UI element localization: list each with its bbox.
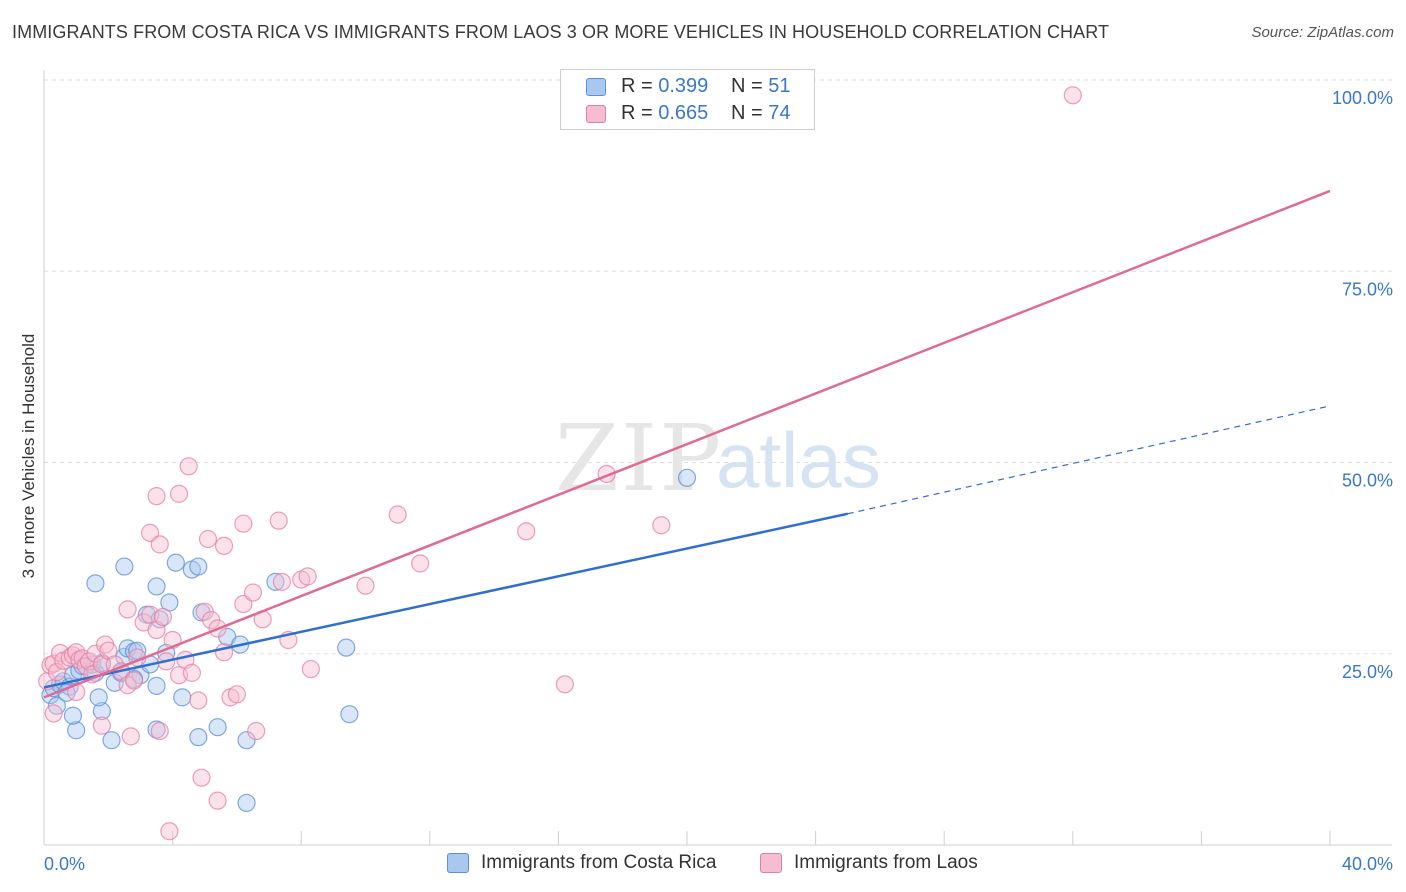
data-point-costa-rica bbox=[67, 721, 86, 740]
data-point-laos bbox=[356, 576, 375, 595]
data-point-laos bbox=[121, 727, 140, 746]
data-point-laos bbox=[208, 791, 227, 810]
data-point-costa-rica bbox=[115, 557, 134, 576]
correlation-legend: R = 0.399 N = 51 R = 0.665 N = 74 bbox=[560, 69, 815, 130]
y-tick-label: 75.0% bbox=[1342, 279, 1393, 299]
data-point-laos bbox=[192, 768, 211, 787]
data-point-laos bbox=[243, 583, 263, 602]
data-point-laos bbox=[44, 704, 63, 723]
data-point-laos bbox=[160, 822, 179, 841]
legend-n-label: N = bbox=[731, 102, 769, 124]
axes bbox=[43, 70, 1392, 846]
y-tick-label: 25.0% bbox=[1342, 662, 1393, 682]
data-point-laos bbox=[179, 457, 198, 476]
data-point-costa-rica bbox=[166, 553, 185, 572]
y-tick-label: 50.0% bbox=[1342, 471, 1393, 491]
trend-line-costa-rica-extrapolated bbox=[847, 405, 1331, 515]
x-tick-label-min: 0.0% bbox=[44, 854, 85, 874]
legend-n-value: 51 bbox=[768, 75, 791, 97]
data-point-costa-rica bbox=[92, 702, 111, 721]
watermark-atlas: atlas bbox=[716, 416, 881, 504]
watermark: ZIP atlas bbox=[555, 405, 881, 512]
data-point-costa-rica bbox=[147, 577, 166, 596]
trend-lines bbox=[43, 189, 1331, 699]
legend-swatch-pink bbox=[760, 853, 782, 873]
legend-label-laos: Immigrants from Laos bbox=[794, 852, 978, 873]
data-point-laos bbox=[118, 600, 137, 619]
data-point-laos bbox=[301, 659, 320, 679]
data-point-laos bbox=[214, 536, 234, 555]
data-point-costa-rica bbox=[237, 793, 256, 813]
data-point-laos bbox=[189, 691, 208, 710]
legend-r-value: 0.399 bbox=[658, 75, 709, 97]
data-point-laos bbox=[47, 663, 66, 682]
data-point-costa-rica bbox=[102, 731, 121, 750]
data-point-costa-rica bbox=[86, 574, 105, 593]
source-label: Source: ZipAtlas.com bbox=[1251, 24, 1394, 41]
data-point-laos bbox=[124, 671, 144, 690]
legend-swatch-blue bbox=[586, 78, 606, 96]
series-laos-points bbox=[38, 86, 1082, 841]
data-point-costa-rica bbox=[147, 676, 166, 695]
data-point-laos bbox=[272, 572, 292, 591]
data-point-laos bbox=[555, 675, 574, 694]
legend-n-value: 74 bbox=[768, 102, 791, 124]
data-point-costa-rica bbox=[63, 706, 83, 725]
data-point-laos bbox=[92, 716, 111, 735]
data-point-costa-rica bbox=[677, 468, 697, 487]
data-point-laos bbox=[388, 505, 407, 524]
data-point-laos bbox=[1063, 86, 1082, 105]
trend-line-costa-rica bbox=[43, 512, 849, 689]
data-point-laos bbox=[652, 516, 671, 535]
legend-r-label: R = bbox=[621, 75, 659, 97]
chart-title: IMMIGRANTS FROM COSTA RICA VS IMMIGRANTS… bbox=[12, 22, 1110, 42]
data-point-costa-rica bbox=[208, 718, 227, 737]
legend-r-label: R = bbox=[621, 102, 659, 124]
data-point-costa-rica bbox=[189, 557, 208, 576]
x-tick-label-max: 40.0% bbox=[1342, 854, 1393, 874]
legend-label-costa-rica: Immigrants from Costa Rica bbox=[481, 852, 717, 873]
data-point-laos bbox=[118, 676, 137, 695]
data-point-laos bbox=[517, 522, 536, 541]
data-point-laos bbox=[150, 535, 169, 554]
data-point-laos bbox=[182, 663, 201, 682]
legend-r-value: 0.665 bbox=[658, 102, 709, 124]
data-point-laos bbox=[298, 567, 317, 586]
data-point-laos bbox=[411, 554, 430, 573]
y-axis-label: 3 or more Vehicles in Household bbox=[19, 334, 38, 579]
data-point-laos bbox=[269, 511, 288, 530]
y-tick-label: 100.0% bbox=[1332, 88, 1393, 108]
data-point-laos bbox=[227, 685, 246, 704]
data-point-laos bbox=[198, 529, 218, 549]
data-point-laos bbox=[150, 721, 169, 741]
x-ticks bbox=[43, 831, 1331, 845]
gridlines bbox=[44, 79, 1392, 655]
data-point-laos bbox=[147, 487, 166, 506]
data-point-laos bbox=[247, 721, 266, 741]
data-point-costa-rica bbox=[237, 731, 256, 750]
data-point-laos bbox=[234, 514, 253, 533]
legend-swatch-pink bbox=[586, 105, 606, 123]
data-point-costa-rica bbox=[337, 638, 356, 657]
legend-n-label: N = bbox=[731, 75, 769, 97]
data-point-laos bbox=[169, 484, 189, 503]
data-point-costa-rica bbox=[266, 572, 285, 591]
legend-swatch-blue bbox=[447, 853, 469, 873]
trend-line-laos bbox=[43, 189, 1331, 699]
series-costa-rica-points bbox=[41, 468, 697, 813]
data-point-costa-rica bbox=[173, 688, 192, 707]
y-tick-labels: 25.0% 50.0% 75.0% 100.0% bbox=[1332, 88, 1393, 682]
watermark-zip: ZIP bbox=[555, 405, 723, 512]
data-point-costa-rica bbox=[89, 688, 108, 707]
data-point-laos bbox=[153, 607, 173, 627]
data-point-costa-rica bbox=[128, 641, 147, 660]
data-point-costa-rica bbox=[340, 705, 359, 724]
data-point-costa-rica bbox=[189, 728, 208, 747]
